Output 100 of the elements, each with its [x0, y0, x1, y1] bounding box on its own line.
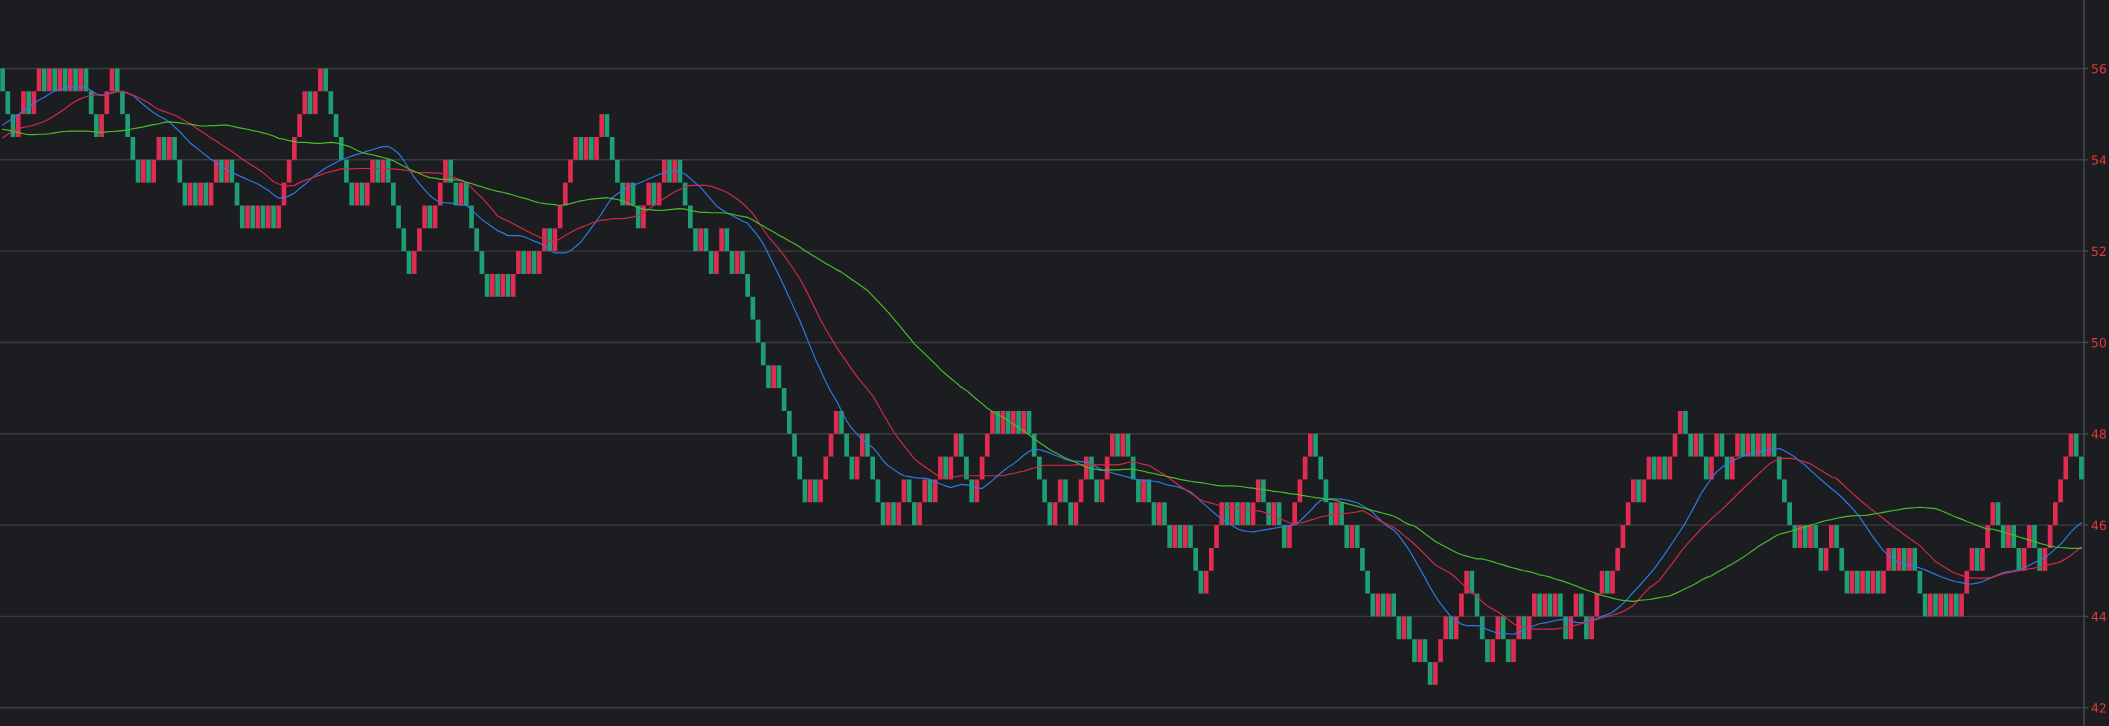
candlestick [1766, 433, 1772, 457]
candlestick [213, 159, 219, 183]
candlestick [1182, 525, 1188, 548]
candlestick [219, 159, 224, 183]
candlestick [364, 182, 370, 206]
candlestick [526, 251, 532, 274]
candlestick [719, 228, 724, 252]
candlestick [1464, 570, 1469, 594]
candlestick [1839, 547, 1845, 571]
candlestick [1391, 593, 1397, 617]
y-tick-label: 44 [2091, 612, 2107, 622]
y-tick-label: 48 [2091, 429, 2106, 439]
candlestick [964, 456, 969, 480]
candlestick [349, 182, 355, 206]
candlestick [2053, 502, 2058, 526]
candlestick [52, 68, 58, 92]
candlestick [1281, 525, 1287, 548]
candlestick [885, 502, 891, 526]
candlestick [714, 251, 719, 274]
candlestick [1542, 593, 1548, 617]
y-tick-label: 52 [2091, 246, 2106, 257]
candlestick [1641, 479, 1647, 503]
candlestick [1683, 410, 1688, 434]
candlestick [224, 159, 229, 183]
candlestick [1490, 639, 1496, 663]
candlestick [1865, 570, 1871, 594]
y-tick-label: 50 [2091, 337, 2107, 348]
candlestick [265, 205, 271, 229]
candlestick [2032, 525, 2037, 548]
candlestick [26, 91, 31, 115]
candlestick [1318, 456, 1324, 480]
candlestick [969, 479, 975, 503]
candlestick [818, 479, 823, 503]
candlestick [1386, 593, 1391, 617]
candlestick [573, 136, 579, 160]
candlestick [1532, 593, 1537, 617]
candlestick [917, 502, 922, 526]
candlestick [1136, 479, 1141, 503]
candlestick [1360, 547, 1365, 571]
candlestick [78, 68, 84, 92]
candlestick [2006, 525, 2011, 548]
candlestick [193, 182, 198, 206]
candlestick [1537, 593, 1542, 617]
candlestick [1406, 616, 1412, 640]
candlestick [1750, 433, 1756, 457]
candlestick [21, 91, 26, 115]
candlestick [437, 182, 443, 206]
candlestick [1417, 639, 1423, 663]
candlestick [1037, 456, 1042, 480]
candlestick [1907, 547, 1912, 571]
candlestick [599, 114, 605, 137]
candlestick [839, 410, 844, 434]
candlestick [693, 228, 698, 252]
candlestick [0, 68, 5, 92]
candlestick [2063, 456, 2069, 480]
candlestick [995, 410, 1001, 434]
candlestick [417, 228, 422, 252]
candlestick [1813, 525, 1819, 548]
candlestick [1787, 502, 1792, 526]
candlestick [344, 159, 349, 183]
candlestick [490, 273, 495, 297]
candlestick [2026, 525, 2032, 548]
candlestick [125, 114, 130, 137]
candlestick [328, 91, 334, 115]
candlestick [166, 136, 172, 160]
candlestick [1855, 570, 1860, 594]
candlestick [1636, 479, 1641, 503]
candlestick [922, 479, 928, 503]
candlestick [198, 182, 203, 206]
candlestick [297, 114, 302, 137]
candlestick [792, 433, 797, 457]
candlestick [1120, 433, 1126, 457]
candlestick [422, 205, 427, 229]
candlestick [1115, 433, 1120, 457]
candlestick [1433, 662, 1438, 685]
candlestick [891, 502, 896, 526]
candlestick [1709, 456, 1714, 480]
candlestick [1954, 593, 1959, 617]
candlestick [1339, 502, 1344, 526]
candlestick [1688, 433, 1693, 457]
candlestick [1021, 410, 1027, 434]
candlestick [1657, 456, 1662, 480]
y-tick-label: 46 [2091, 520, 2107, 531]
candlestick [2058, 479, 2063, 503]
candlestick [1047, 502, 1053, 526]
candlestick [1615, 547, 1621, 571]
candlestick [396, 205, 401, 229]
candlestick [536, 251, 542, 274]
candlestick [687, 205, 693, 229]
y-tick-label: 56 [2091, 63, 2107, 74]
candlestick [47, 68, 52, 92]
candlestick [1834, 525, 1839, 548]
candlestick [990, 410, 995, 434]
y-tick-label: 42 [2091, 703, 2106, 713]
candlestick [1938, 593, 1944, 617]
candlestick [2011, 525, 2017, 548]
candlestick [661, 159, 667, 183]
candlestick [1469, 570, 1475, 594]
candlestick [1735, 433, 1740, 457]
candlestick [1589, 616, 1594, 640]
